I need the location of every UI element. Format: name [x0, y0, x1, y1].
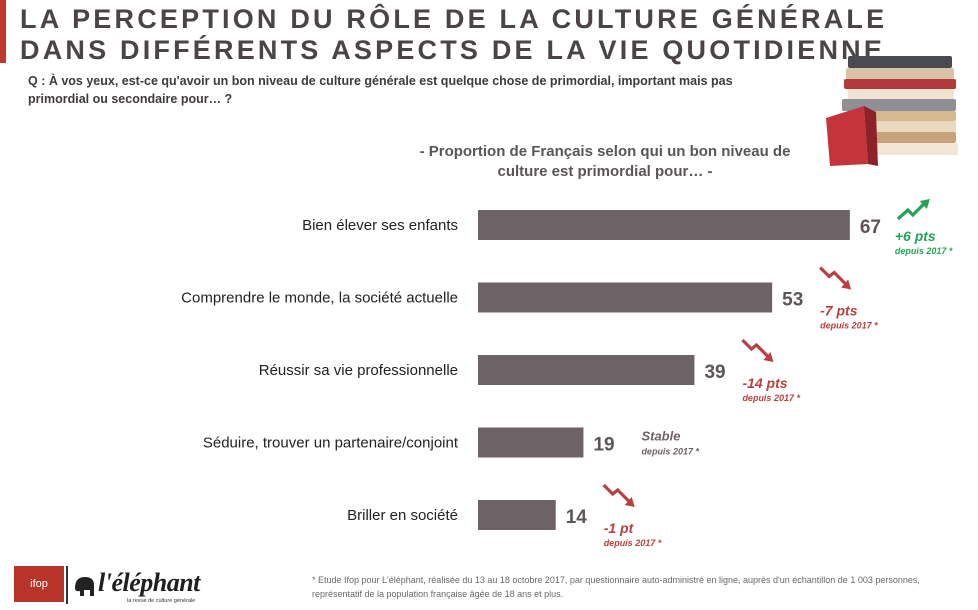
category-label: Séduire, trouver un partenaire/conjoint — [203, 435, 459, 452]
elephant-logo: l'éléphant la revue de culture générale — [72, 566, 222, 606]
change-label: -14 pts — [742, 375, 787, 391]
elephant-logo-tagline: la revue de culture générale — [127, 598, 196, 604]
footnote: * Etude Ifop pour L'éléphant, réalisée d… — [312, 575, 920, 599]
trend-down-icon — [602, 483, 635, 507]
page-title: LA PERCEPTION DU RÔLE DE LA CULTURE GÉNÉ… — [20, 4, 888, 65]
elephant-logo-text: l'éléphant — [98, 568, 200, 597]
bar — [478, 427, 584, 458]
change-label: +6 pts — [895, 228, 936, 244]
bar — [478, 355, 695, 385]
value-label: 14 — [566, 507, 588, 528]
value-label: 39 — [704, 362, 725, 383]
books-stack-illustration — [826, 56, 958, 166]
category-label: Briller en société — [347, 507, 458, 524]
category-label: Comprendre le monde, la société actuelle — [181, 290, 458, 307]
trend-up-icon — [896, 199, 930, 221]
trend-down-icon — [741, 338, 774, 362]
change-since: depuis 2017 * — [820, 321, 878, 331]
change-since: depuis 2017 * — [604, 538, 662, 548]
logo-divider — [66, 566, 68, 604]
category-label: Bien élever ses enfants — [302, 217, 458, 234]
bar — [478, 210, 850, 240]
value-label: 19 — [593, 435, 614, 456]
change-since: depuis 2017 * — [641, 447, 699, 457]
elephant-icon — [75, 577, 94, 596]
chart-title: - Proportion de Français selon qui un bo… — [419, 143, 791, 180]
bar — [478, 282, 773, 313]
bar — [478, 500, 556, 530]
change-label: -7 pts — [820, 303, 858, 319]
survey-question: Q : À vos yeux, est-ce qu'avoir un bon n… — [28, 74, 733, 106]
trend-down-icon — [819, 266, 852, 290]
ifop-logo-text: ifop — [30, 578, 48, 590]
title-accent-bar — [0, 0, 6, 63]
change-since: depuis 2017 * — [895, 246, 953, 256]
change-label: Stable — [641, 429, 680, 444]
change-since: depuis 2017 * — [742, 393, 800, 403]
change-label: -1 pt — [604, 520, 635, 536]
value-label: 67 — [860, 217, 881, 238]
ifop-logo: ifop — [14, 566, 64, 602]
value-label: 53 — [782, 290, 803, 311]
category-label: Réussir sa vie professionnelle — [259, 362, 458, 379]
